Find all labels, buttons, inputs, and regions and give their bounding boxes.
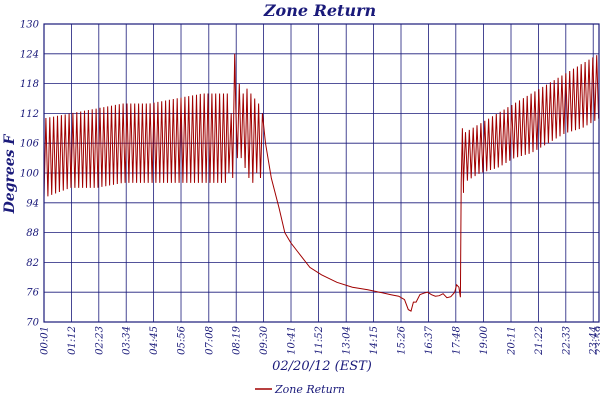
x-tick-label: 07:08 [204, 326, 215, 355]
x-tick-label: 19:00 [479, 325, 490, 354]
y-tick-label: 124 [20, 49, 39, 60]
y-tick-label: 82 [26, 258, 39, 269]
series-line-zone-return [43, 53, 600, 312]
y-tick-label: 118 [20, 79, 39, 90]
y-axis-ticks: 70 76 82 88 94 100 106 112 118 124 130 [20, 20, 40, 329]
x-axis-ticks: 00:01 01:12 02:23 03:34 04:45 05:56 07:08 08:19… [40, 325, 600, 355]
x-tick-label: 17:48 [451, 326, 462, 355]
x-tick-label: 22:33 [561, 326, 572, 356]
legend: Zone Return [255, 383, 345, 396]
x-tick-label: 20:11 [507, 326, 518, 356]
y-tick-label: 94 [26, 198, 39, 209]
x-tick-label: 13:04 [342, 326, 353, 355]
y-tick-label: 88 [26, 228, 39, 239]
x-tick-label: 23:59 [595, 325, 600, 355]
x-tick-label: 14:15 [369, 326, 380, 355]
x-tick-label: 08:19 [232, 325, 243, 354]
x-tick-label: 10:41 [287, 326, 298, 355]
y-tick-label: 70 [26, 318, 39, 329]
x-tick-label: 04:45 [149, 326, 160, 355]
x-tick-label: 02:23 [94, 326, 105, 355]
y-tick-label: 76 [26, 288, 39, 299]
x-tick-label: 15:26 [397, 325, 408, 354]
y-tick-label: 130 [20, 20, 40, 31]
x-tick-label: 21:22 [534, 326, 545, 356]
x-axis-label: 02/20/12 (EST) [272, 359, 372, 374]
y-tick-label: 100 [20, 169, 40, 180]
chart-title: Zone Return [263, 1, 376, 20]
x-tick-label: 09:30 [259, 325, 270, 354]
x-tick-label: 00:01 [40, 326, 51, 355]
x-tick-label: 01:12 [67, 326, 78, 355]
legend-label: Zone Return [274, 383, 345, 396]
series-layer [43, 53, 600, 312]
x-tick-label: 16:37 [424, 325, 435, 354]
y-tick-label: 106 [20, 139, 40, 150]
x-tick-label: 05:56 [177, 325, 188, 354]
x-tick-label: 11:52 [314, 326, 325, 355]
plot-border [43, 23, 600, 323]
plot-frame [43, 23, 600, 323]
y-tick-label: 112 [20, 109, 39, 120]
x-tick-label: 03:34 [122, 326, 133, 355]
x-tick-label: 23:44 [589, 326, 600, 356]
y-axis-label: Degrees F [2, 134, 18, 215]
grid [43, 23, 600, 323]
